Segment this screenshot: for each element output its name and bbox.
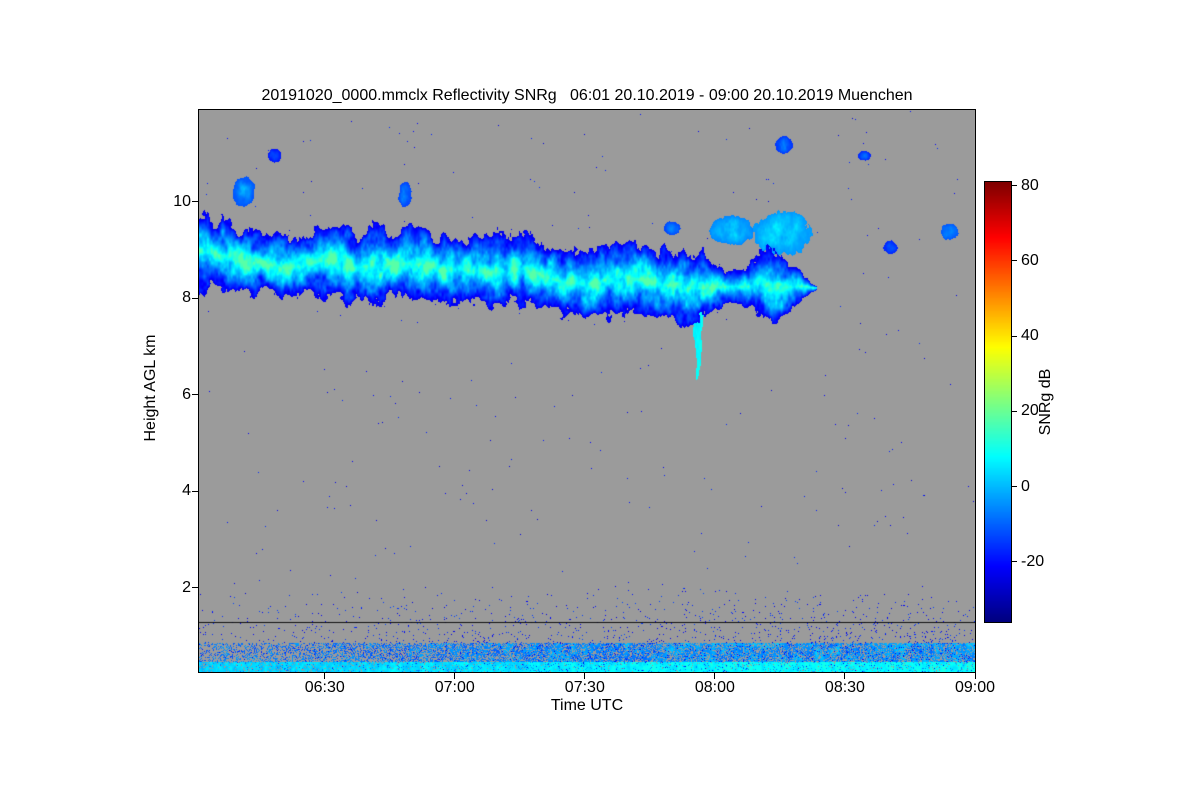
colorbar-tick-label: 60 [1021,251,1039,269]
colorbar-tick-mark [1012,335,1017,337]
colorbar-gradient-canvas [985,182,1011,622]
colorbar-tick-label: -20 [1021,552,1045,570]
y-tick-mark [192,297,199,299]
y-tick-mark [192,394,199,396]
y-tick-label: 4 [182,482,191,500]
x-tick-mark [584,673,586,679]
x-tick-label: 08:30 [824,679,865,696]
colorbar-tick-mark [1012,410,1017,412]
x-tick-label: 06:30 [304,679,345,696]
colorbar-tick-label: 0 [1021,477,1030,495]
y-tick-label: 2 [182,578,191,596]
x-tick-mark [844,673,846,679]
y-tick-label: 6 [182,385,191,403]
colorbar-tick-mark [1012,486,1017,488]
x-tick-mark [324,673,326,679]
x-tick-label: 07:30 [564,679,605,696]
chart-title: 20191020_0000.mmclx Reflectivity SNRg 06… [261,87,913,104]
colorbar [984,181,1012,623]
colorbar-tick-mark [1012,260,1017,262]
colorbar-tick-mark [1012,185,1017,187]
x-tick-mark [974,673,976,679]
reflectivity-heatmap-canvas [199,110,975,672]
x-tick-label: 09:00 [954,679,996,696]
x-axis-label: Time UTC [550,697,624,714]
x-tick-label: 07:00 [434,679,475,696]
colorbar-label: SNRg dB [1037,368,1054,436]
colorbar-tick-label: 80 [1021,176,1039,194]
y-tick-mark [192,201,199,203]
x-tick-mark [714,673,716,679]
y-tick-label: 10 [173,192,191,210]
colorbar-tick-mark [1012,561,1017,563]
x-tick-label: 08:00 [694,679,735,696]
plot-area [198,109,976,673]
y-tick-mark [192,587,199,589]
colorbar-tick-label: 20 [1021,402,1039,420]
y-tick-label: 8 [182,289,191,307]
x-tick-mark [454,673,456,679]
y-tick-mark [192,490,199,492]
colorbar-tick-label: 40 [1021,327,1039,345]
